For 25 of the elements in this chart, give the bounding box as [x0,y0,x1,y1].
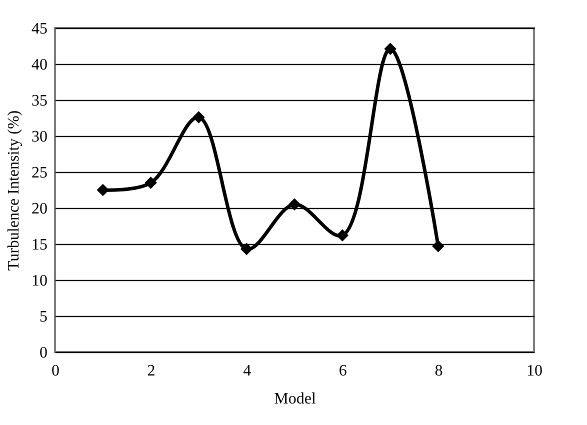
y-tick-label: 30 [32,128,48,146]
y-tick-label: 10 [32,272,48,290]
y-tick-label: 5 [40,308,48,326]
y-tick-label: 0 [40,344,48,362]
y-tick-label: 35 [32,92,48,110]
y-tick-label: 15 [32,236,48,254]
x-tick-label: 6 [338,362,347,380]
x-tick-label: 4 [243,362,252,380]
point [192,111,205,124]
y-tick-label: 25 [32,164,48,182]
y-axis-title: Turbulence Intensity (%) [6,110,22,271]
x-axis-title: Model [274,390,316,408]
x-tick-label: 2 [147,362,156,380]
x-tick-label: 0 [52,362,60,380]
x-tick-label: 10 [526,362,542,380]
point [336,229,349,242]
point [432,240,444,252]
y-tick-label: 40 [32,56,48,74]
point [144,176,157,189]
point [240,242,253,256]
point [384,42,396,56]
y-tick-label: 45 [32,20,48,38]
y-tick-label: 20 [32,200,48,218]
x-tick-label: 8 [434,362,443,380]
point [288,198,301,211]
